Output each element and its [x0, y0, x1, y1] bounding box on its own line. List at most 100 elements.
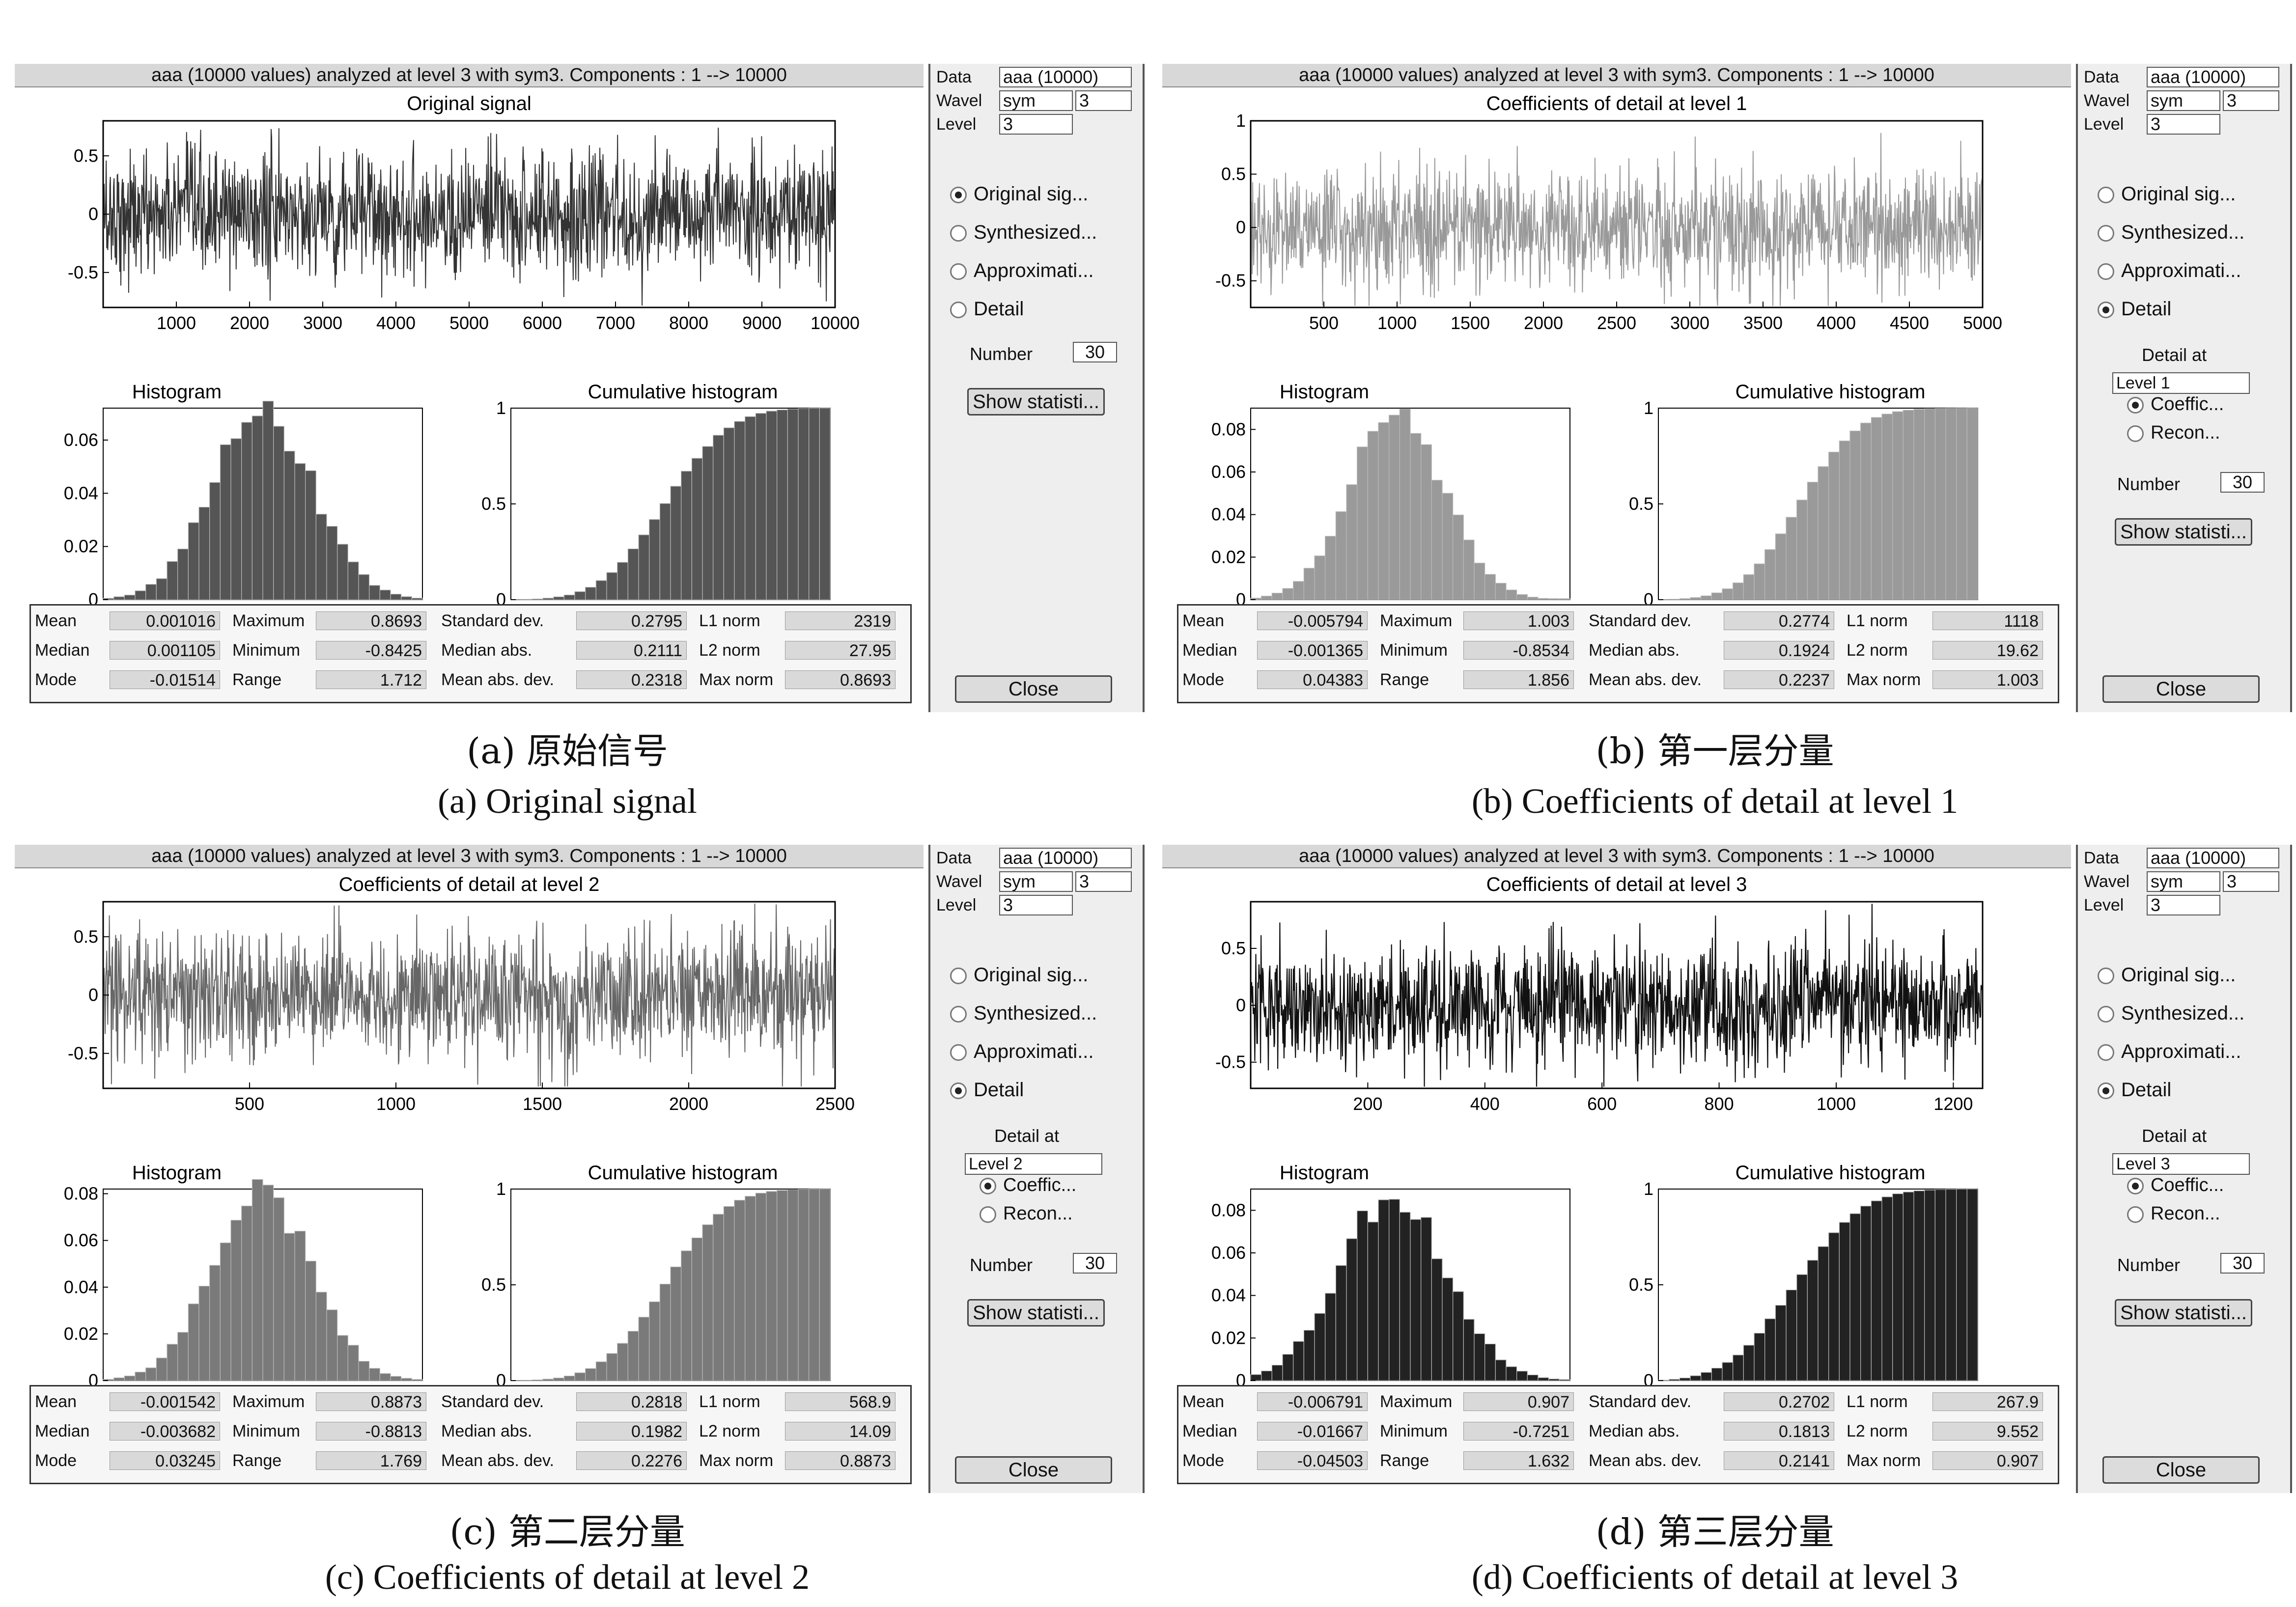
coefficients-radio[interactable]: Coeffic... [980, 1173, 1076, 1197]
cumulative-bar [702, 1224, 714, 1381]
level-dropdown[interactable]: Level 1 [2112, 372, 2250, 394]
histogram-bar [337, 1335, 348, 1381]
detail-radio[interactable]: Detail [950, 297, 1024, 321]
detail-radio[interactable]: Detail [950, 1078, 1024, 1102]
signal-y-tick-label: 0 [1236, 995, 1246, 1015]
synthesized-radio[interactable]: Synthesized... [950, 1001, 1097, 1025]
synthesized-radio[interactable]: Synthesized... [2098, 220, 2244, 245]
stat-value-mode: -0.01514 [110, 670, 220, 690]
window-title-bar: aaa (10000 values) analyzed at level 3 w… [15, 845, 924, 868]
panel-detail-level-3: aaa (10000 values) analyzed at level 3 w… [1162, 845, 2296, 1493]
cumulative-bar [563, 1375, 575, 1381]
radio-dot-icon [2098, 968, 2114, 985]
histogram-bar [358, 1361, 370, 1381]
show-statistics-button[interactable]: Show statisti... [967, 1299, 1105, 1327]
cumulative-bar [1892, 1193, 1904, 1381]
histogram-y-tick-label: 0.04 [64, 1277, 98, 1297]
data-field[interactable]: aaa (10000) [999, 848, 1132, 868]
cumulative-bar [1764, 549, 1776, 600]
stat-label-l2-norm: L2 norm [699, 1422, 760, 1441]
radio-dot-icon [2127, 425, 2144, 442]
cumulative-bar [819, 1189, 831, 1381]
histogram-bar [1325, 536, 1336, 600]
cumulative-title: Cumulative histogram [588, 1162, 778, 1184]
wavelet-order-field[interactable]: 3 [1075, 90, 1132, 111]
data-field[interactable]: aaa (10000) [2147, 67, 2279, 87]
approximation-radio[interactable]: Approximati... [2098, 1039, 2241, 1064]
approximation-radio[interactable]: Approximati... [950, 258, 1094, 283]
histogram-bar [390, 1376, 402, 1381]
number-field[interactable]: 30 [2220, 472, 2265, 493]
level-dropdown[interactable]: Level 3 [2112, 1153, 2250, 1175]
reconstructed-radio[interactable]: Recon... [2127, 420, 2220, 445]
wavelet-name-field[interactable]: sym [2147, 871, 2220, 892]
close-button[interactable]: Close [955, 675, 1112, 703]
reconstructed-radio[interactable]: Recon... [2127, 1201, 2220, 1226]
level-field[interactable]: 3 [999, 114, 1073, 135]
close-button[interactable]: Close [2102, 1456, 2260, 1484]
cumulative-bar [766, 1191, 778, 1381]
cumulative-bar [1881, 414, 1893, 600]
close-button[interactable]: Close [2102, 675, 2260, 703]
show-statistics-button[interactable]: Show statisti... [967, 388, 1105, 416]
histogram-bar [401, 596, 412, 600]
cumulative-bar [755, 413, 767, 600]
stat-label-max-norm: Max norm [1847, 670, 1921, 689]
original-signal-radio[interactable]: Original sig... [950, 963, 1088, 987]
cumulative-bar [1849, 1213, 1861, 1381]
cumulative-bar [1775, 533, 1787, 600]
histogram-bar [156, 578, 168, 600]
number-field[interactable]: 30 [1073, 342, 1117, 362]
level-field[interactable]: 3 [2147, 114, 2220, 135]
control-panel: Data aaa (10000) Wavel sym 3 Level 3 Original s… [2076, 845, 2292, 1493]
reconstructed-radio[interactable]: Recon... [980, 1201, 1073, 1226]
histogram-y-tick-label: 0.02 [64, 536, 98, 556]
level-field[interactable]: 3 [2147, 895, 2220, 915]
original-signal-radio[interactable]: Original sig... [2098, 963, 2236, 987]
wavelet-order-field[interactable]: 3 [2223, 871, 2279, 892]
show-statistics-button[interactable]: Show statisti... [2115, 518, 2252, 546]
stat-label-median-abs: Median abs. [1589, 1422, 1680, 1441]
histogram-bar [1421, 1217, 1432, 1381]
window-title-bar: aaa (10000 values) analyzed at level 3 w… [15, 64, 924, 87]
wavelet-order-field[interactable]: 3 [1075, 871, 1132, 892]
level-field[interactable]: 3 [999, 895, 1073, 915]
detail-radio[interactable]: Detail [2098, 1078, 2171, 1102]
approximation-radio[interactable]: Approximati... [950, 1039, 1094, 1064]
close-button[interactable]: Close [955, 1456, 1112, 1484]
signal-x-tick-label: 5000 [1963, 313, 2002, 333]
wavelet-name-field[interactable]: sym [999, 90, 1073, 111]
cumulative-bar [1775, 1305, 1787, 1381]
cumulative-bar [1934, 1189, 1946, 1381]
stat-label-std-dev: Standard dev. [441, 611, 544, 630]
approximation-radio[interactable]: Approximati... [2098, 258, 2241, 283]
cumulative-bar [798, 408, 810, 600]
signal-y-tick-label: -0.5 [1215, 1052, 1246, 1072]
original-signal-radio[interactable]: Original sig... [950, 182, 1088, 206]
stat-value-l1-norm: 568.9 [785, 1392, 896, 1412]
wavelet-name-field[interactable]: sym [2147, 90, 2220, 111]
show-statistics-button[interactable]: Show statisti... [2115, 1299, 2252, 1327]
detail-radio[interactable]: Detail [2098, 297, 2171, 321]
stat-label-minimum: Minimum [1380, 641, 1448, 660]
cumulative-y-tick-label: 0.5 [481, 1275, 506, 1295]
data-field[interactable]: aaa (10000) [999, 67, 1132, 87]
number-field[interactable]: 30 [1073, 1253, 1117, 1274]
wavelet-order-field[interactable]: 3 [2223, 90, 2279, 111]
synthesized-radio[interactable]: Synthesized... [2098, 1001, 2244, 1025]
wavelet-name-field[interactable]: sym [999, 871, 1073, 892]
coefficients-radio[interactable]: Coeffic... [2127, 1173, 2224, 1197]
data-field[interactable]: aaa (10000) [2147, 848, 2279, 868]
level-dropdown[interactable]: Level 2 [965, 1153, 1102, 1175]
original-signal-radio[interactable]: Original sig... [2098, 182, 2236, 206]
histogram-bar [369, 585, 380, 600]
number-label: Number [2117, 1255, 2181, 1275]
histogram-y-tick-label: 0.02 [64, 1324, 98, 1344]
coefficients-radio[interactable]: Coeffic... [2127, 392, 2224, 416]
cumulative-bar [1701, 1372, 1712, 1381]
radio-label: Approximati... [2121, 1041, 2241, 1062]
stat-value-l1-norm: 267.9 [1932, 1392, 2043, 1412]
synthesized-radio[interactable]: Synthesized... [950, 220, 1097, 245]
number-field[interactable]: 30 [2220, 1253, 2265, 1274]
histogram-bar [209, 1265, 221, 1381]
